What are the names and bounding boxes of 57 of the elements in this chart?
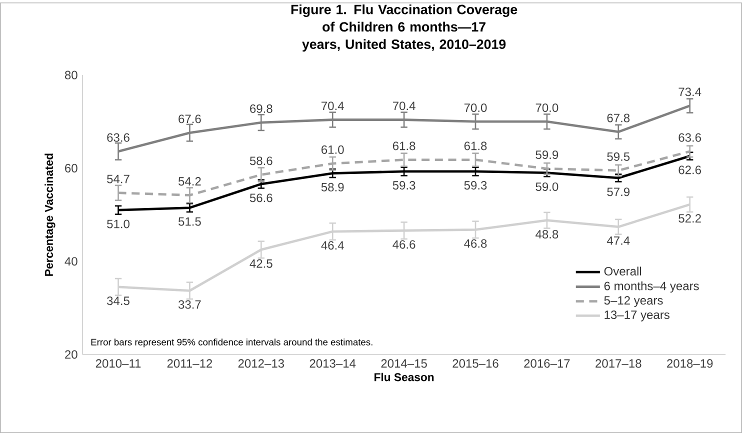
data-label: 70.0: [464, 103, 487, 112]
x-tick-label: 2010–11: [96, 359, 141, 368]
data-label: 59.9: [536, 150, 558, 160]
x-tick-label: 2018–19: [667, 359, 713, 368]
data-label: 34.5: [107, 296, 130, 306]
data-label: 59.3: [464, 181, 487, 190]
x-tick-label: 2014–15: [381, 359, 427, 368]
data-label: 52.2: [678, 214, 701, 223]
data-label: 61.8: [392, 142, 416, 150]
data-label: 70.4: [392, 102, 416, 110]
data-label: 67.8: [607, 114, 630, 122]
data-label: 61.8: [464, 142, 487, 150]
y-axis-title: Percentage Vaccinated: [44, 154, 56, 276]
x-tick-label: 2015–16: [452, 359, 498, 368]
data-label: 73.4: [678, 88, 702, 96]
data-label: 58.9: [321, 182, 344, 192]
data-label: 54.2: [178, 177, 201, 186]
y-tick-label: 20: [65, 350, 78, 359]
x-tick-label: 2016–17: [524, 359, 570, 368]
data-label: 67.6: [178, 114, 201, 124]
x-tick-label: 2012–13: [238, 359, 284, 368]
data-label: 48.8: [536, 230, 558, 238]
data-label: 46.6: [392, 240, 416, 249]
data-label: 56.6: [250, 194, 272, 202]
data-label: 54.7: [107, 174, 130, 184]
x-tick-label: 2017–18: [596, 359, 642, 368]
x-tick-label: 2013–14: [310, 359, 356, 368]
legend-label: 5–12 years: [604, 296, 663, 308]
data-label: 62.6: [678, 166, 702, 174]
legend-label: 13–17 years: [604, 310, 670, 322]
data-label: 57.9: [607, 188, 630, 196]
data-label: 70.4: [322, 102, 344, 110]
x-axis-title: Flu Season: [374, 372, 434, 382]
data-label: 51.5: [178, 217, 201, 226]
data-label: 51.0: [107, 220, 130, 228]
y-tick-label: 60: [65, 164, 78, 172]
data-label: 69.8: [250, 104, 272, 113]
data-label: 33.7: [178, 300, 201, 309]
legend-label: Overall: [604, 266, 642, 276]
x-tick-label: 2011–12: [167, 359, 212, 368]
data-label: 42.5: [250, 259, 272, 268]
data-label: 59.3: [392, 181, 416, 190]
data-label: 63.6: [107, 133, 130, 142]
annotation: Error bars represent 95% confidence intervals around the estimates.: [91, 338, 372, 348]
legend-label: 6 months–4 years: [604, 281, 699, 293]
data-label: 70.0: [536, 103, 558, 112]
data-label: 61.0: [322, 145, 344, 154]
chart-title: Figure 1. Flu Vaccination Coverage of Children 6 months—17 years, United States, 2010–2019: [291, 4, 518, 52]
data-label: 46.8: [464, 239, 487, 248]
y-tick-label: 40: [64, 257, 78, 266]
y-tick-label: 80: [64, 70, 78, 80]
data-label: 47.4: [606, 236, 630, 245]
data-label: 58.6: [250, 156, 272, 166]
data-label: 59.5: [607, 152, 630, 161]
data-label: 46.4: [321, 241, 344, 250]
data-label: 59.0: [536, 182, 558, 191]
data-label: 63.6: [678, 133, 702, 142]
